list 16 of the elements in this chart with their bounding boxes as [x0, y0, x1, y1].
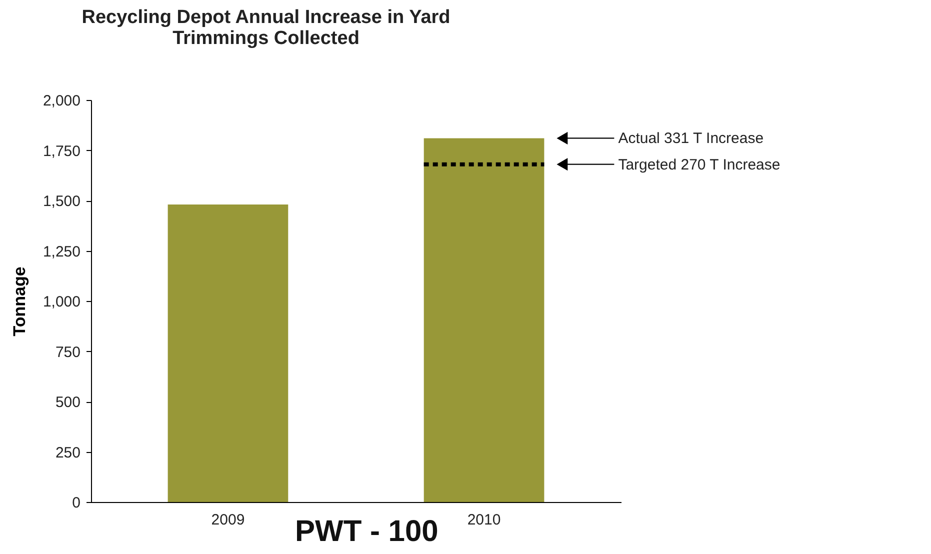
- annotation: Actual 331 T Increase: [618, 130, 764, 148]
- y-axis-title: Tonnage: [10, 266, 29, 336]
- chart-title: Recycling Depot Annual Increase in Yard Trimmings Collected: [82, 7, 450, 49]
- y-tick-label: 2,000: [42, 92, 80, 110]
- y-tick-label: 1,750: [42, 142, 80, 160]
- y-tick-label: 1,000: [42, 294, 80, 310]
- y-tick-label: 750: [55, 344, 80, 361]
- x-tick-label: 2010: [467, 512, 501, 528]
- text: PWT - 100: [295, 515, 438, 549]
- y-tick-label: 1,500: [42, 193, 80, 210]
- y-tick-label: 250: [55, 444, 80, 462]
- y-tick-label: 0: [72, 494, 80, 512]
- y-tick-label: 500: [55, 394, 80, 411]
- y-tick-label: 1,250: [42, 243, 80, 260]
- x-tick-label: 2009: [211, 512, 245, 528]
- ref-line-label: Targeted 270 T Increase: [618, 156, 780, 174]
